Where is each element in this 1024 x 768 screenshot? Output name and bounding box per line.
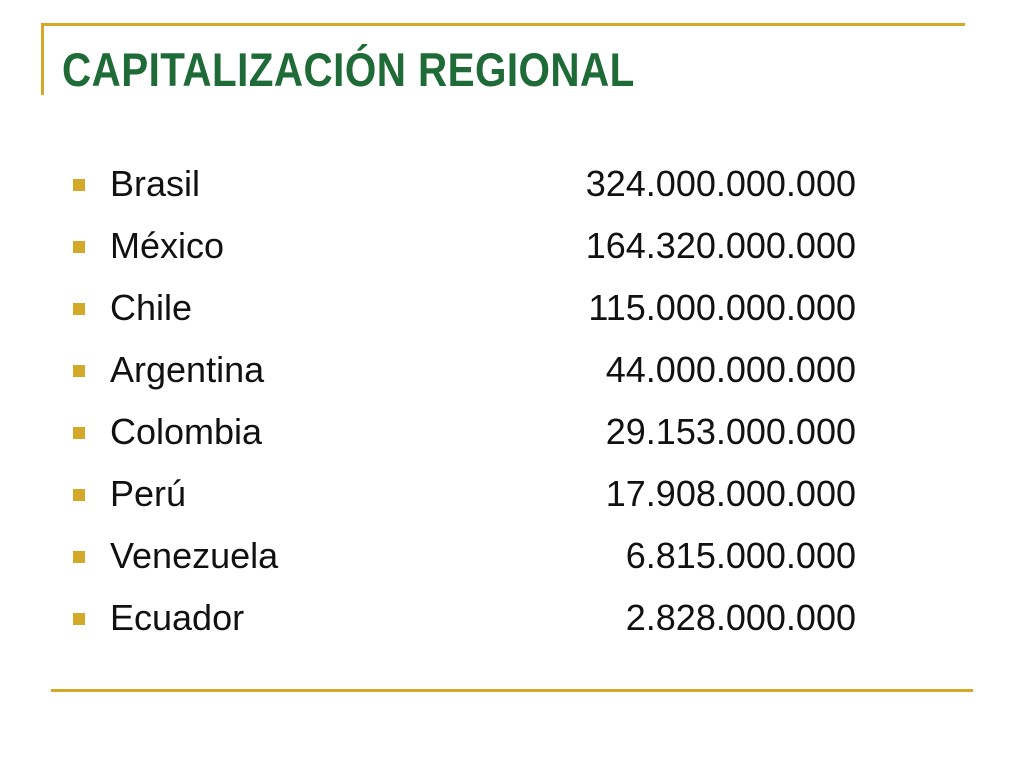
capitalization-value: 2.828.000.000 [625,597,856,638]
square-bullet-icon [73,241,85,253]
list-item: Chile 115.000.000.000 [0,277,1024,339]
country-name: Colombia [110,411,263,452]
capitalization-value: 17.908.000.000 [605,473,856,514]
square-bullet-icon [73,613,85,625]
country-name: México [110,225,225,266]
country-name: Venezuela [110,535,279,576]
list-item: Colombia 29.153.000.000 [0,401,1024,463]
list-item: México 164.320.000.000 [0,215,1024,277]
square-bullet-icon [73,365,85,377]
list-item: Perú 17.908.000.000 [0,463,1024,525]
square-bullet-icon [73,489,85,501]
country-name: Argentina [110,349,265,390]
country-name: Chile [110,287,193,328]
capitalization-list: Brasil 324.000.000.000 México 164.320.00… [0,153,1024,649]
capitalization-value: 164.320.000.000 [585,225,856,266]
list-item: Venezuela 6.815.000.000 [0,525,1024,587]
footer-rule [51,689,973,692]
slide-title: CAPITALIZACIÓN REGIONAL [62,43,635,96]
frame-left-rule [41,23,44,95]
capitalization-value: 44.000.000.000 [605,349,856,390]
list-item: Brasil 324.000.000.000 [0,153,1024,215]
list-item: Ecuador 2.828.000.000 [0,587,1024,649]
capitalization-value: 6.815.000.000 [625,535,856,576]
capitalization-value: 324.000.000.000 [585,163,856,204]
country-name: Brasil [110,163,201,204]
square-bullet-icon [73,427,85,439]
square-bullet-icon [73,179,85,191]
country-name: Ecuador [110,597,245,638]
square-bullet-icon [73,303,85,315]
frame-top-rule [41,23,965,26]
capitalization-value: 115.000.000.000 [588,287,856,328]
list-item: Argentina 44.000.000.000 [0,339,1024,401]
square-bullet-icon [73,551,85,563]
country-name: Perú [110,473,187,514]
capitalization-value: 29.153.000.000 [605,411,856,452]
